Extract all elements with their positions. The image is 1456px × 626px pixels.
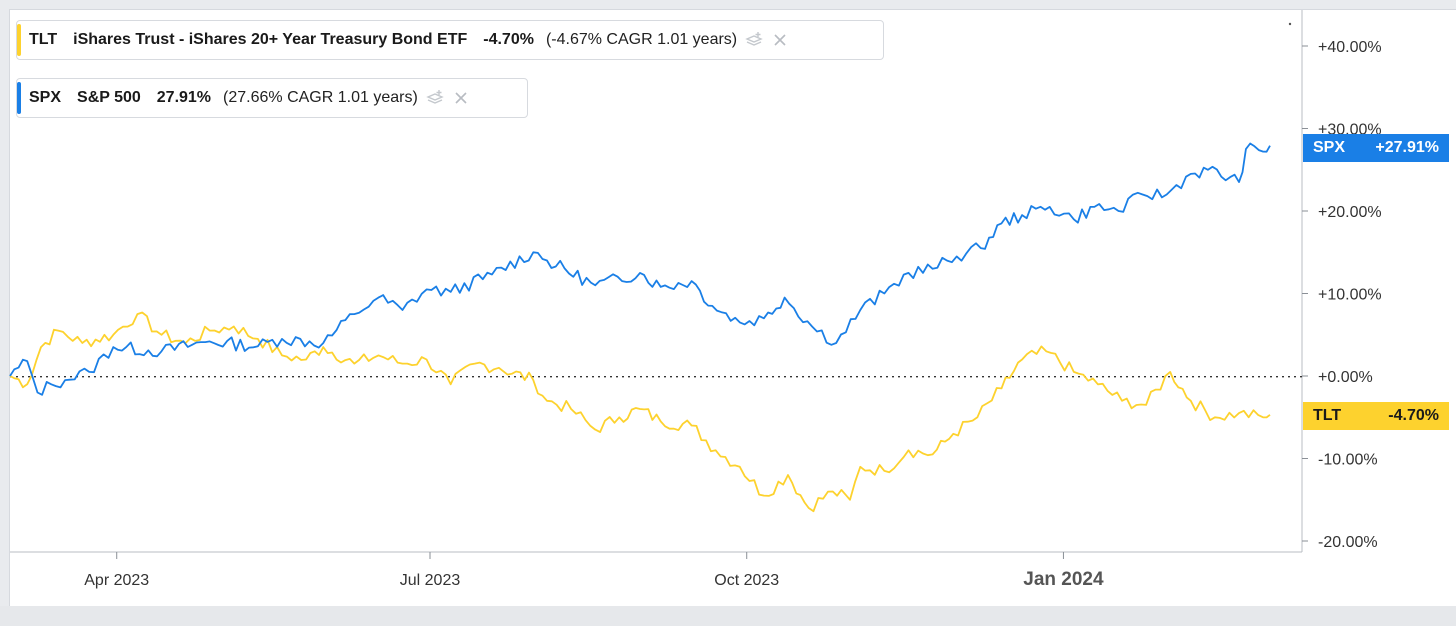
end-label-symbol: TLT (1313, 407, 1342, 424)
menu-dot (1288, 22, 1292, 26)
stack-icon[interactable] (745, 31, 763, 49)
y-tick-label: +10.00% (1318, 287, 1382, 304)
series-line-tlt (9, 311, 1271, 513)
legend-name: iShares Trust - iShares 20+ Year Treasur… (73, 31, 468, 48)
end-label-value: -4.70% (1388, 407, 1439, 424)
stack-icon[interactable] (426, 89, 444, 107)
end-value-label-tlt: TLT -4.70% (1303, 402, 1449, 430)
series-line-spx (9, 142, 1271, 396)
legend-item-tlt[interactable]: TLT iShares Trust - iShares 20+ Year Tre… (16, 20, 884, 60)
end-value-label-spx: SPX +27.91% (1303, 134, 1449, 162)
end-label-symbol: SPX (1313, 139, 1346, 156)
x-tick-label: Jan 2024 (1023, 569, 1104, 590)
close-icon[interactable] (454, 91, 468, 105)
x-tick-label: Apr 2023 (84, 572, 149, 589)
legend-name: S&P 500 (77, 89, 141, 106)
x-tick-label: Jul 2023 (400, 572, 461, 589)
y-tick-label: -20.00% (1318, 534, 1378, 551)
y-tick-label: +20.00% (1318, 204, 1382, 221)
legend-color-swatch (17, 24, 21, 56)
legend-change: -4.70% (483, 31, 534, 48)
legend-item-spx[interactable]: SPX S&P 500 27.91% (27.66% CAGR 1.01 yea… (16, 78, 528, 118)
close-icon[interactable] (773, 33, 787, 47)
x-tick-label: Oct 2023 (714, 572, 779, 589)
legend-color-swatch (17, 82, 21, 114)
bottom-toolbar (0, 606, 1456, 626)
legend-change: 27.91% (156, 89, 212, 106)
y-tick-label: +0.00% (1318, 369, 1373, 386)
y-tick-label: -10.00% (1318, 452, 1378, 469)
legend-cagr: (27.66% CAGR 1.01 years) (223, 89, 418, 106)
y-tick-label: +40.00% (1318, 39, 1382, 56)
legend-cagr: (-4.67% CAGR 1.01 years) (545, 31, 738, 48)
legend-symbol: SPX (29, 89, 62, 106)
end-label-value: +27.91% (1375, 139, 1439, 156)
legend-symbol: TLT (29, 31, 58, 48)
